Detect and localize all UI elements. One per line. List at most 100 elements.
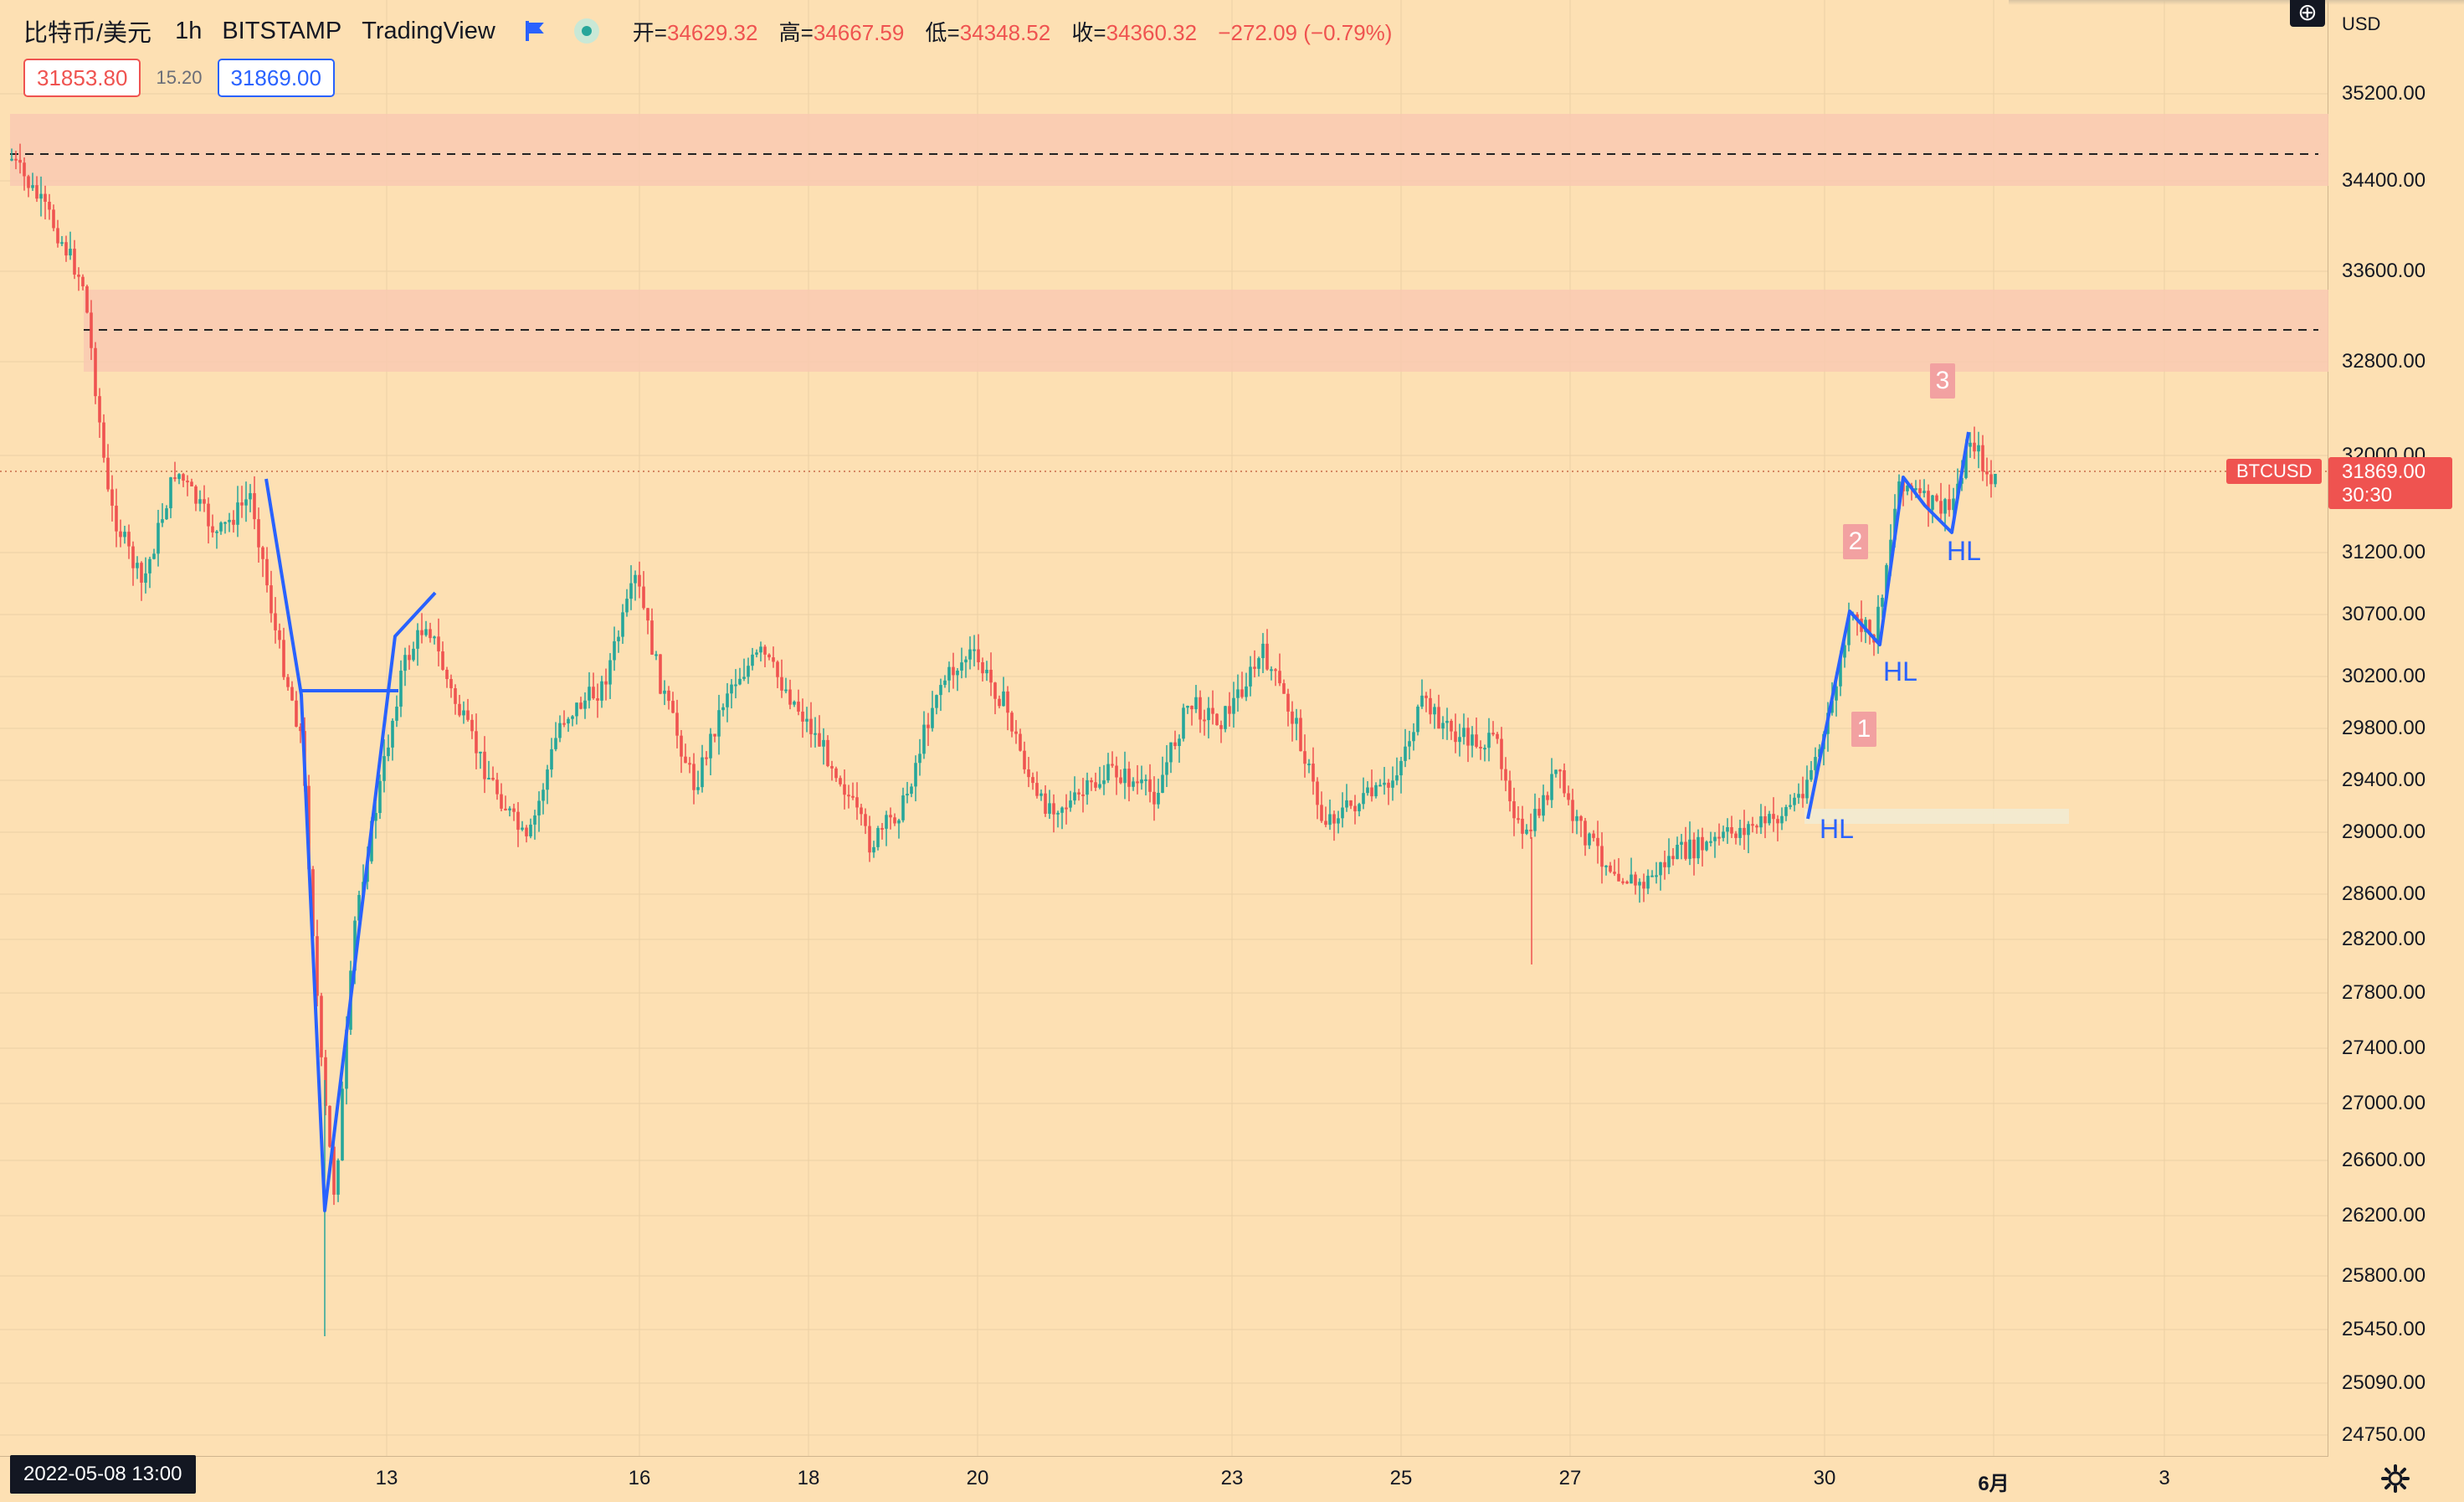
candle-body: [1558, 769, 1562, 772]
time-tick-label: 27: [1558, 1467, 1582, 1489]
buy-button[interactable]: 31869.00: [217, 59, 335, 97]
candle-body: [1019, 733, 1022, 751]
candle-body: [793, 702, 796, 705]
candle-body: [1383, 782, 1386, 785]
candle-body: [203, 499, 206, 504]
candle-body: [165, 508, 168, 520]
candle-body: [1688, 839, 1691, 859]
candle-body: [1420, 695, 1424, 707]
time-tick-label: 25: [1389, 1467, 1413, 1489]
candle-body: [1040, 793, 1043, 796]
candle-body: [1617, 873, 1620, 882]
candle-body: [1529, 829, 1532, 831]
symbol-name[interactable]: 比特币/美元: [23, 20, 152, 47]
candle-body: [692, 764, 696, 790]
candle-body: [1625, 881, 1629, 884]
candle-body: [1027, 769, 1030, 778]
upper-resistance-zone: [10, 114, 2328, 186]
candle-body: [1650, 875, 1654, 877]
flag-icon[interactable]: [525, 21, 544, 41]
candle-body: [408, 655, 411, 661]
candle-body: [1989, 474, 1993, 485]
candle-body: [1814, 757, 1817, 770]
close-value: 34360.32: [1106, 19, 1198, 45]
wave-label-2[interactable]: 2: [1843, 524, 1868, 559]
candle-body: [1002, 691, 1005, 707]
candle-body: [1445, 720, 1449, 723]
candle-body: [751, 654, 754, 666]
candle-body: [1508, 780, 1512, 802]
candle-body: [818, 733, 821, 747]
candle-body: [81, 276, 85, 286]
candle-body: [1575, 815, 1578, 821]
candle-body: [341, 1088, 344, 1161]
drop-swing-line: [264, 478, 437, 1212]
sell-button[interactable]: 31853.80: [23, 59, 141, 97]
candle-body: [1977, 445, 1980, 452]
candle-body: [1517, 818, 1520, 820]
candle-body: [1366, 787, 1369, 794]
candle-body: [286, 676, 290, 687]
wave-label-3[interactable]: 3: [1930, 363, 1955, 399]
timeframe-label[interactable]: 1h: [175, 17, 203, 44]
candle-body: [533, 815, 536, 825]
candle-body: [1525, 829, 1528, 834]
candle-body: [48, 202, 51, 210]
time-axis[interactable]: 13 16 18 20 23 25 27 30 6月 3: [0, 1457, 2328, 1502]
candle-body: [169, 477, 172, 509]
candle-body: [1324, 820, 1327, 826]
time-tick-label: 3: [2159, 1467, 2170, 1489]
candle-body: [1341, 807, 1344, 819]
candle-body: [592, 687, 595, 699]
candle-body: [1194, 697, 1198, 710]
top-shadow: [2009, 0, 2464, 5]
candle-body: [906, 794, 909, 796]
candle-body: [889, 815, 892, 818]
candle-body: [211, 526, 214, 533]
candle-body: [667, 690, 670, 702]
candle-body: [571, 716, 574, 719]
price-chart-canvas[interactable]: [0, 0, 2328, 1457]
candle-body: [981, 661, 984, 674]
hl-label-1[interactable]: HL: [1820, 814, 1854, 844]
add-icon[interactable]: ⊕: [2290, 0, 2325, 27]
candle-body: [998, 698, 1001, 707]
candle-body: [1094, 782, 1097, 788]
candle-body: [1471, 734, 1474, 746]
candle-body: [157, 522, 160, 554]
candle-body: [500, 794, 503, 809]
candle-body: [1073, 792, 1076, 801]
candle-body: [1722, 831, 1725, 838]
candle-body: [542, 790, 545, 801]
candle-body: [186, 481, 189, 483]
candle-body: [1671, 856, 1675, 860]
candle-body: [475, 731, 478, 754]
wave-label-1[interactable]: 1: [1851, 712, 1876, 747]
currency-label[interactable]: USD: [2342, 13, 2381, 34]
candle-body: [1165, 762, 1168, 775]
candle-body: [1600, 846, 1604, 867]
candle-body: [403, 655, 407, 671]
candle-body: [1655, 875, 1658, 877]
candle-body: [1487, 733, 1491, 748]
settings-icon[interactable]: [2379, 1462, 2412, 1495]
candle-body: [1512, 801, 1516, 819]
candle-body: [1127, 769, 1131, 787]
price-axis[interactable]: 35200.00 34400.00 33600.00 32800.00 32000.00…: [2328, 0, 2464, 1457]
candle-body: [1454, 731, 1457, 743]
candle-body: [1253, 666, 1256, 669]
candle-body: [161, 519, 164, 523]
price-tick-label: 33600.00: [2342, 260, 2426, 282]
candle-body: [173, 477, 177, 480]
candle-body: [1152, 791, 1156, 805]
candle-body: [495, 779, 499, 795]
candle-body: [671, 701, 675, 713]
hl-label-2[interactable]: HL: [1883, 656, 1917, 687]
candle-body: [629, 583, 633, 599]
hl-label-3[interactable]: HL: [1947, 536, 1981, 566]
symbol-legend: 比特币/美元 1h BITSTAMP TradingView 开=34629.3…: [23, 12, 1392, 50]
candle-body: [964, 659, 968, 663]
open-value: 34629.32: [666, 19, 758, 45]
candle-body: [311, 869, 315, 937]
